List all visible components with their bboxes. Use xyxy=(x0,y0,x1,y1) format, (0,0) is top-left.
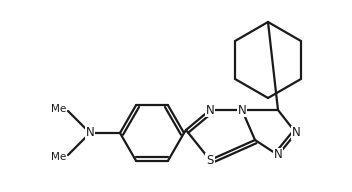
Text: N: N xyxy=(291,127,300,140)
Text: N: N xyxy=(206,103,214,117)
Text: Me: Me xyxy=(51,152,66,162)
Text: N: N xyxy=(274,148,282,161)
Text: Me: Me xyxy=(51,104,66,114)
Text: N: N xyxy=(238,103,246,117)
Text: S: S xyxy=(206,153,214,166)
Text: N: N xyxy=(86,127,94,140)
